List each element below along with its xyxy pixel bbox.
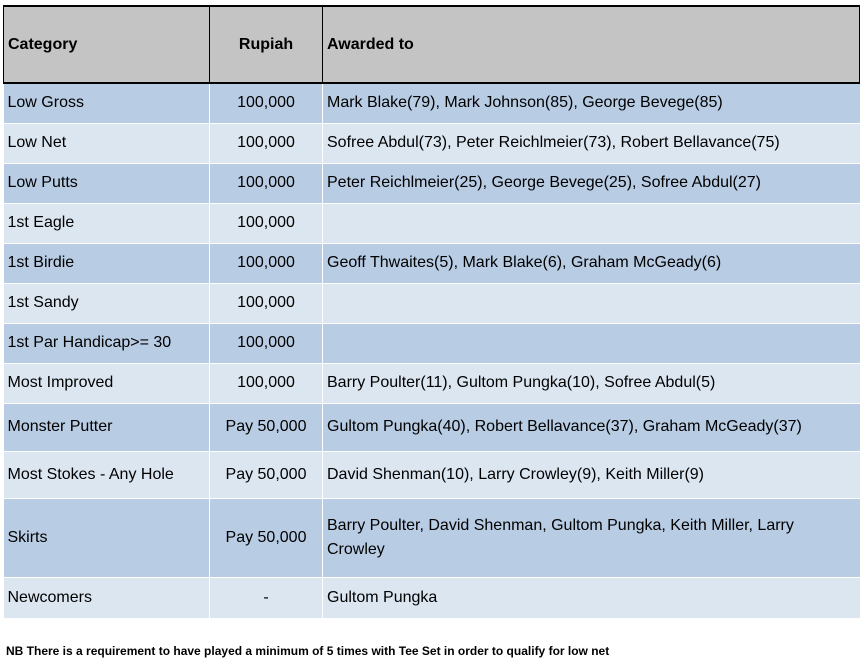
- category-cell: Low Gross: [3, 83, 210, 124]
- awarded-cell: Mark Blake(79), Mark Johnson(85), George…: [322, 83, 860, 124]
- category-cell: 1st Birdie: [3, 243, 210, 284]
- header-row: Category Rupiah Awarded to: [3, 5, 860, 84]
- awarded-cell: [322, 203, 860, 244]
- rupiah-cell: 100,000: [209, 283, 323, 324]
- table-row: Monster Putter Pay 50,000 Gultom Pungka(…: [3, 403, 860, 452]
- category-cell: 1st Eagle: [3, 203, 210, 244]
- header-category: Category: [3, 5, 210, 84]
- category-cell: Monster Putter: [3, 403, 210, 452]
- table-row: Most Stokes - Any Hole Pay 50,000 David …: [3, 451, 860, 499]
- category-cell: Newcomers: [3, 577, 210, 619]
- rupiah-cell: Pay 50,000: [209, 451, 323, 499]
- category-cell: 1st Par Handicap>= 30: [3, 323, 210, 364]
- table-row: Newcomers - Gultom Pungka: [3, 577, 860, 619]
- table-row: 1st Sandy 100,000: [3, 283, 860, 324]
- category-cell: Low Net: [3, 123, 210, 164]
- awarded-cell: Geoff Thwaites(5), Mark Blake(6), Graham…: [322, 243, 860, 284]
- rupiah-cell: 100,000: [209, 323, 323, 364]
- header-awarded-to: Awarded to: [322, 5, 860, 84]
- awarded-cell: Gultom Pungka: [322, 577, 860, 619]
- table-row: 1st Par Handicap>= 30 100,000: [3, 323, 860, 364]
- table-row: 1st Birdie 100,000 Geoff Thwaites(5), Ma…: [3, 243, 860, 284]
- header-rupiah: Rupiah: [209, 5, 323, 84]
- rupiah-cell: 100,000: [209, 123, 323, 164]
- category-cell: Most Improved: [3, 363, 210, 404]
- table-row: Low Putts 100,000 Peter Reichlmeier(25),…: [3, 163, 860, 204]
- awarded-cell: Gultom Pungka(40), Robert Bellavance(37)…: [322, 403, 860, 452]
- rupiah-cell: Pay 50,000: [209, 498, 323, 578]
- category-cell: 1st Sandy: [3, 283, 210, 324]
- awarded-cell: [322, 283, 860, 324]
- table-row: Low Gross 100,000 Mark Blake(79), Mark J…: [3, 83, 860, 124]
- category-cell: Most Stokes - Any Hole: [3, 451, 210, 499]
- category-cell: Skirts: [3, 498, 210, 578]
- awarded-cell: Peter Reichlmeier(25), George Bevege(25)…: [322, 163, 860, 204]
- category-cell: Low Putts: [3, 163, 210, 204]
- rupiah-cell: 100,000: [209, 163, 323, 204]
- table-row: Most Improved 100,000 Barry Poulter(11),…: [3, 363, 860, 404]
- awarded-cell: David Shenman(10), Larry Crowley(9), Kei…: [322, 451, 860, 499]
- table-row: Low Net 100,000 Sofree Abdul(73), Peter …: [3, 123, 860, 164]
- rupiah-cell: Pay 50,000: [209, 403, 323, 452]
- table-row: 1st Eagle 100,000: [3, 203, 860, 244]
- rupiah-cell: 100,000: [209, 363, 323, 404]
- awarded-cell: [322, 323, 860, 364]
- rupiah-cell: 100,000: [209, 243, 323, 284]
- footnote: NB There is a requirement to have played…: [6, 644, 610, 658]
- table-row: Skirts Pay 50,000 Barry Poulter, David S…: [3, 498, 860, 578]
- rupiah-cell: 100,000: [209, 83, 323, 124]
- awards-table: Category Rupiah Awarded to Low Gross 100…: [3, 5, 860, 619]
- rupiah-cell: -: [209, 577, 323, 619]
- awarded-cell: Sofree Abdul(73), Peter Reichlmeier(73),…: [322, 123, 860, 164]
- awarded-cell: Barry Poulter, David Shenman, Gultom Pun…: [322, 498, 860, 578]
- rupiah-cell: 100,000: [209, 203, 323, 244]
- awarded-cell: Barry Poulter(11), Gultom Pungka(10), So…: [322, 363, 860, 404]
